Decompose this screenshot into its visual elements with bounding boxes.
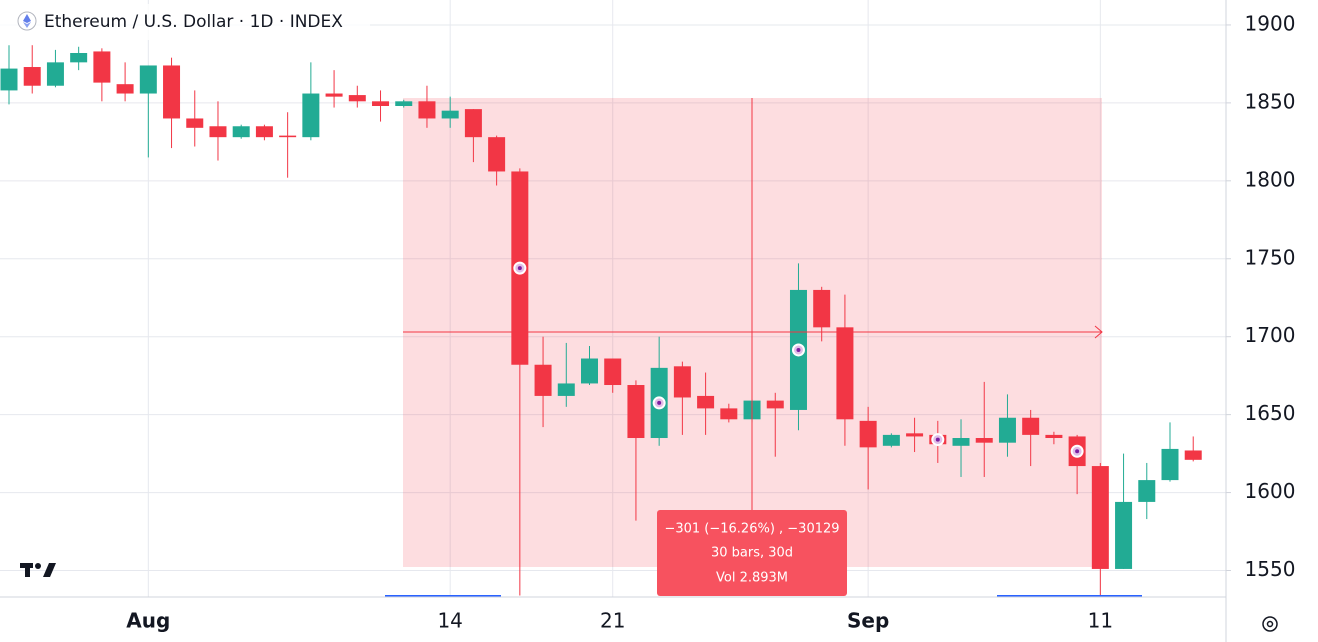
candle-body <box>882 434 900 446</box>
measure-bars: 30 bars, 30d <box>711 546 793 561</box>
candle-body <box>766 400 784 409</box>
candle-body <box>163 65 181 119</box>
candle-body <box>116 84 134 94</box>
candle-body <box>232 126 250 138</box>
event-marker-dot <box>657 400 662 405</box>
candle-body <box>557 383 575 396</box>
coin-icon-glyph <box>23 22 31 28</box>
candle-body <box>23 67 41 86</box>
candle-body <box>255 126 273 138</box>
tradingview-logo <box>20 563 56 577</box>
x-tick-label: 14 <box>437 609 462 633</box>
y-tick-label: 1600 <box>1245 479 1296 503</box>
candle-body <box>209 126 227 138</box>
event-marker-dot <box>517 266 522 271</box>
candle-body <box>1045 434 1063 439</box>
candle-body <box>464 109 482 138</box>
event-marker-dot <box>1075 449 1080 454</box>
candle-body <box>325 93 343 97</box>
candle-body <box>1115 501 1133 569</box>
candle-body <box>673 366 691 398</box>
candle-body <box>70 52 88 63</box>
candle-body <box>1138 480 1156 502</box>
candles <box>0 45 1202 596</box>
measure-tooltip <box>657 510 847 596</box>
x-tick-label: 11 <box>1088 609 1113 633</box>
y-tick-label: 1700 <box>1245 323 1296 347</box>
candle-body <box>952 438 970 446</box>
candle-body <box>93 51 111 83</box>
candle-body <box>1161 448 1179 481</box>
candle-body <box>813 289 831 328</box>
y-tick-label: 1800 <box>1245 167 1296 191</box>
x-tick-label: 21 <box>600 609 625 633</box>
candle-body <box>0 68 18 91</box>
candle-body <box>46 62 64 86</box>
candle-body <box>488 137 506 172</box>
candle-body <box>534 364 552 396</box>
candle-body <box>279 135 297 138</box>
settings-button[interactable] <box>1262 616 1278 632</box>
x-tick-label: Aug <box>126 609 170 633</box>
candle-body <box>348 95 366 102</box>
measure-arrow <box>1094 325 1103 339</box>
candle-body <box>627 385 645 439</box>
y-tick-label: 1650 <box>1245 401 1296 425</box>
candle-body <box>1091 466 1109 569</box>
y-tick-label: 1550 <box>1245 557 1296 581</box>
candle-body <box>1184 450 1202 460</box>
coin-icon-glyph <box>23 14 31 23</box>
candle-body <box>975 438 993 443</box>
y-tick-label: 1750 <box>1245 245 1296 269</box>
measure-change: −301 (−16.26%) , −30129 <box>664 522 839 537</box>
chart-title: Ethereum / U.S. Dollar · 1D · INDEX <box>44 12 343 32</box>
candle-body <box>859 420 877 448</box>
candle-body <box>395 101 413 106</box>
candle-body <box>836 327 854 420</box>
candle-body <box>372 101 390 106</box>
measure-volume: Vol 2.893M <box>716 571 788 586</box>
candle-body <box>720 408 738 420</box>
x-tick-label: Sep <box>847 609 889 633</box>
event-marker-dot <box>796 347 801 352</box>
candle-body <box>302 93 320 138</box>
candle-body <box>441 110 459 119</box>
y-tick-label: 1900 <box>1245 11 1296 35</box>
title-bg <box>0 4 370 40</box>
candle-body <box>581 358 598 384</box>
axis-labels: 1550 1600 1650 1700 1750 1800 1850 1900 Aug 14 21 S… <box>126 11 1295 632</box>
candle-body <box>139 65 157 94</box>
candle-body <box>186 118 204 128</box>
candle-body <box>1022 417 1040 435</box>
candle-body <box>604 358 622 386</box>
event-marker-dot <box>935 437 940 442</box>
y-tick-label: 1850 <box>1245 89 1296 113</box>
candle-body <box>998 417 1016 443</box>
candle-body <box>418 101 436 119</box>
candle-body <box>697 395 715 409</box>
candle-body <box>906 433 924 437</box>
